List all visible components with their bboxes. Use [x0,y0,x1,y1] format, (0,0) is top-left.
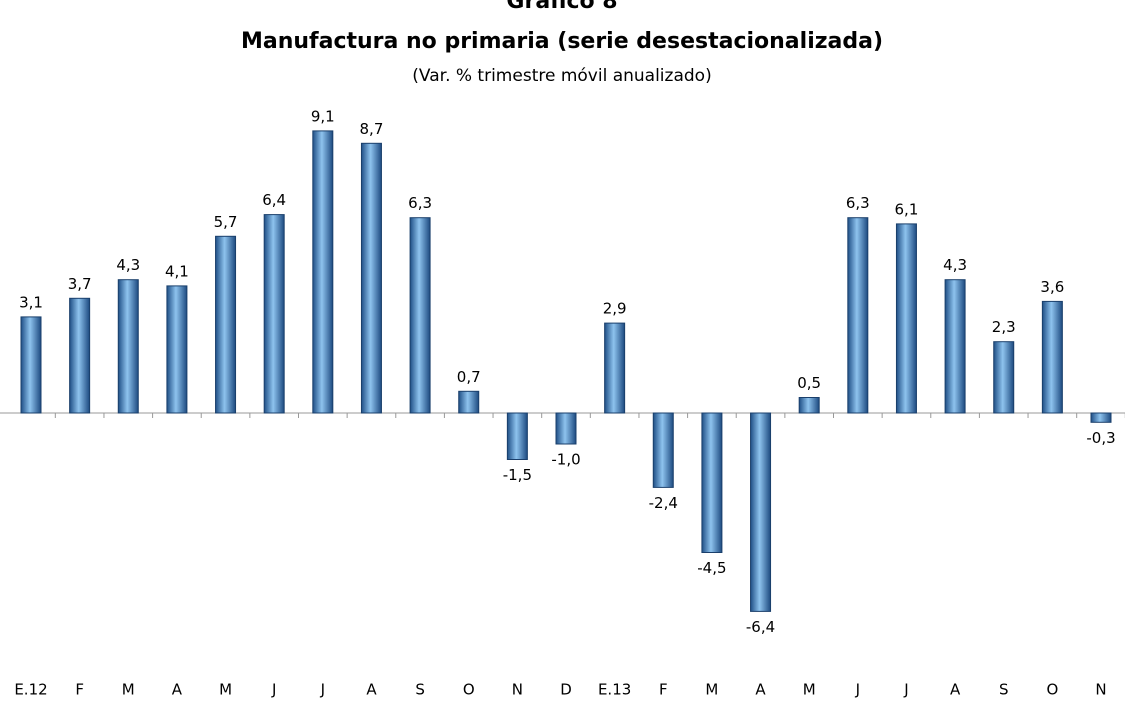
value-label: 3,1 [19,293,43,311]
value-label: 0,7 [457,368,481,386]
bar [895,223,917,414]
value-label: 6,3 [846,194,870,212]
value-label: 3,6 [1040,278,1064,296]
bar [1090,412,1112,423]
x-tick-label: J [271,681,276,699]
bar [1041,300,1063,414]
value-label: 4,3 [116,256,140,274]
bar [409,217,431,414]
bar [312,130,334,414]
bar [215,235,237,414]
value-label: -1,0 [551,451,580,469]
x-tick-label: O [1046,681,1058,699]
x-tick-label: O [463,681,475,699]
bar [750,412,772,612]
value-label: 3,7 [68,275,92,293]
bar [555,412,577,445]
value-label: -0,3 [1086,429,1115,447]
x-tick-label: A [366,681,377,699]
x-tick-label: F [75,681,84,699]
x-tick-label: M [219,681,232,699]
x-tick-label: N [512,681,523,699]
x-tick-label: J [855,681,860,699]
bar [458,390,480,414]
value-label: 2,3 [992,318,1016,336]
x-tick-label: M [705,681,718,699]
value-label: -2,4 [649,494,678,512]
x-tick-label: F [659,681,668,699]
bar [701,412,723,553]
x-tick-label: E.13 [598,681,631,699]
value-label: -4,5 [697,559,726,577]
x-tick-label: A [172,681,183,699]
value-label: 2,9 [603,300,627,318]
bar [604,322,626,414]
chart-title: Manufactura no primaria (serie desestaci… [241,29,883,54]
x-tick-label: S [999,681,1009,699]
bar [166,285,188,414]
bar [360,142,382,414]
x-tick-label: J [903,681,908,699]
x-tick-label: N [1095,681,1106,699]
bar [263,214,285,414]
x-tick-label: S [415,681,425,699]
bar [847,217,869,414]
x-tick-label: M [803,681,816,699]
value-label: 6,4 [262,191,286,209]
chart-heading: Gráfico 8 [506,0,617,14]
bar [20,316,42,414]
value-label: 4,1 [165,262,189,280]
chart-subtitle: (Var. % trimestre móvil anualizado) [412,66,711,86]
x-tick-label: A [755,681,766,699]
value-label: 9,1 [311,107,335,125]
value-label: 4,3 [943,256,967,274]
value-label: 5,7 [214,213,238,231]
x-tick-label: D [560,681,572,699]
bar [117,279,139,414]
bar [652,412,674,488]
bar [506,412,528,460]
x-tick-label: M [122,681,135,699]
value-label: 8,7 [360,120,384,138]
value-label: -1,5 [503,466,532,484]
bar [944,279,966,414]
value-label: 0,5 [797,374,821,392]
x-tick-label: E.12 [14,681,47,699]
bar [993,341,1015,414]
value-label: 6,3 [408,194,432,212]
x-tick-label: J [320,681,325,699]
value-label: -6,4 [746,618,775,636]
x-tick-label: A [950,681,961,699]
value-label: 6,1 [895,200,919,218]
bar [69,297,91,414]
bar [798,397,820,414]
